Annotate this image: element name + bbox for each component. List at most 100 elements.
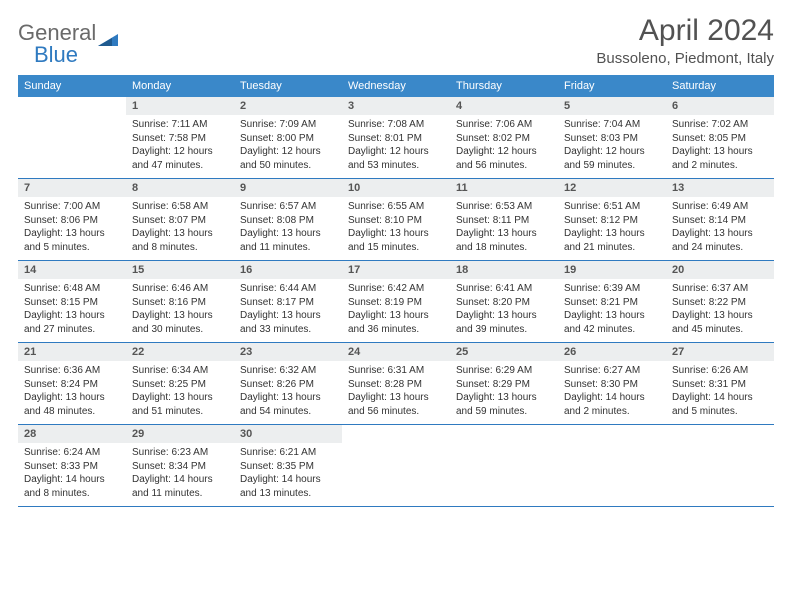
day-content: Sunrise: 7:02 AMSunset: 8:05 PMDaylight:… <box>666 115 774 178</box>
day-cell: 11Sunrise: 6:53 AMSunset: 8:11 PMDayligh… <box>450 179 558 261</box>
day-number: 8 <box>126 179 234 197</box>
day-content: Sunrise: 6:39 AMSunset: 8:21 PMDaylight:… <box>558 279 666 342</box>
day-content: Sunrise: 6:49 AMSunset: 8:14 PMDaylight:… <box>666 197 774 260</box>
calendar-row: 7Sunrise: 7:00 AMSunset: 8:06 PMDaylight… <box>18 179 774 261</box>
daylight-line: Daylight: 13 hours and 21 minutes. <box>564 227 660 254</box>
day-cell: 18Sunrise: 6:41 AMSunset: 8:20 PMDayligh… <box>450 261 558 343</box>
day-cell: 19Sunrise: 6:39 AMSunset: 8:21 PMDayligh… <box>558 261 666 343</box>
sunrise-line: Sunrise: 7:02 AM <box>672 118 768 132</box>
daylight-line: Daylight: 13 hours and 42 minutes. <box>564 309 660 336</box>
daylight-line: Daylight: 13 hours and 2 minutes. <box>672 145 768 172</box>
sunset-line: Sunset: 8:21 PM <box>564 296 660 310</box>
daylight-line: Daylight: 13 hours and 59 minutes. <box>456 391 552 418</box>
header: General April 2024 Bussoleno, Piedmont, … <box>18 14 774 67</box>
sunset-line: Sunset: 8:20 PM <box>456 296 552 310</box>
day-content: Sunrise: 7:11 AMSunset: 7:58 PMDaylight:… <box>126 115 234 178</box>
sunrise-line: Sunrise: 6:37 AM <box>672 282 768 296</box>
sunrise-line: Sunrise: 7:06 AM <box>456 118 552 132</box>
day-number: 5 <box>558 97 666 115</box>
day-content: Sunrise: 6:57 AMSunset: 8:08 PMDaylight:… <box>234 197 342 260</box>
day-cell: 8Sunrise: 6:58 AMSunset: 8:07 PMDaylight… <box>126 179 234 261</box>
sunrise-line: Sunrise: 6:57 AM <box>240 200 336 214</box>
day-cell: 23Sunrise: 6:32 AMSunset: 8:26 PMDayligh… <box>234 343 342 425</box>
sunrise-line: Sunrise: 6:32 AM <box>240 364 336 378</box>
sunrise-line: Sunrise: 7:08 AM <box>348 118 444 132</box>
daylight-line: Daylight: 13 hours and 24 minutes. <box>672 227 768 254</box>
day-cell: 10Sunrise: 6:55 AMSunset: 8:10 PMDayligh… <box>342 179 450 261</box>
day-number: 15 <box>126 261 234 279</box>
sunrise-line: Sunrise: 6:27 AM <box>564 364 660 378</box>
sunrise-line: Sunrise: 6:49 AM <box>672 200 768 214</box>
day-number: 16 <box>234 261 342 279</box>
day-content: Sunrise: 6:29 AMSunset: 8:29 PMDaylight:… <box>450 361 558 424</box>
day-number: 27 <box>666 343 774 361</box>
day-number: 19 <box>558 261 666 279</box>
daylight-line: Daylight: 12 hours and 50 minutes. <box>240 145 336 172</box>
day-number: 25 <box>450 343 558 361</box>
day-cell: 16Sunrise: 6:44 AMSunset: 8:17 PMDayligh… <box>234 261 342 343</box>
day-cell: 20Sunrise: 6:37 AMSunset: 8:22 PMDayligh… <box>666 261 774 343</box>
sunrise-line: Sunrise: 7:00 AM <box>24 200 120 214</box>
day-cell: 17Sunrise: 6:42 AMSunset: 8:19 PMDayligh… <box>342 261 450 343</box>
day-cell: 25Sunrise: 6:29 AMSunset: 8:29 PMDayligh… <box>450 343 558 425</box>
daylight-line: Daylight: 14 hours and 8 minutes. <box>24 473 120 500</box>
sunset-line: Sunset: 8:22 PM <box>672 296 768 310</box>
sunset-line: Sunset: 8:28 PM <box>348 378 444 392</box>
sunrise-line: Sunrise: 6:23 AM <box>132 446 228 460</box>
day-content: Sunrise: 7:04 AMSunset: 8:03 PMDaylight:… <box>558 115 666 178</box>
sunset-line: Sunset: 8:05 PM <box>672 132 768 146</box>
day-cell: 9Sunrise: 6:57 AMSunset: 8:08 PMDaylight… <box>234 179 342 261</box>
month-title: April 2024 <box>596 14 774 48</box>
day-cell: 12Sunrise: 6:51 AMSunset: 8:12 PMDayligh… <box>558 179 666 261</box>
day-cell: 3Sunrise: 7:08 AMSunset: 8:01 PMDaylight… <box>342 97 450 179</box>
title-block: April 2024 Bussoleno, Piedmont, Italy <box>596 14 774 67</box>
sunrise-line: Sunrise: 6:41 AM <box>456 282 552 296</box>
day-number: 6 <box>666 97 774 115</box>
daylight-line: Daylight: 13 hours and 30 minutes. <box>132 309 228 336</box>
day-cell: 29Sunrise: 6:23 AMSunset: 8:34 PMDayligh… <box>126 425 234 507</box>
sunset-line: Sunset: 8:33 PM <box>24 460 120 474</box>
day-cell: 30Sunrise: 6:21 AMSunset: 8:35 PMDayligh… <box>234 425 342 507</box>
sunset-line: Sunset: 8:15 PM <box>24 296 120 310</box>
sunset-line: Sunset: 8:25 PM <box>132 378 228 392</box>
daylight-line: Daylight: 14 hours and 13 minutes. <box>240 473 336 500</box>
daylight-line: Daylight: 13 hours and 11 minutes. <box>240 227 336 254</box>
calendar-row: 28Sunrise: 6:24 AMSunset: 8:33 PMDayligh… <box>18 425 774 507</box>
calendar-row: 21Sunrise: 6:36 AMSunset: 8:24 PMDayligh… <box>18 343 774 425</box>
day-cell: 27Sunrise: 6:26 AMSunset: 8:31 PMDayligh… <box>666 343 774 425</box>
calendar-table: Sunday Monday Tuesday Wednesday Thursday… <box>18 75 774 507</box>
day-cell: 26Sunrise: 6:27 AMSunset: 8:30 PMDayligh… <box>558 343 666 425</box>
sunset-line: Sunset: 8:11 PM <box>456 214 552 228</box>
daylight-line: Daylight: 12 hours and 56 minutes. <box>456 145 552 172</box>
daylight-line: Daylight: 13 hours and 51 minutes. <box>132 391 228 418</box>
sunset-line: Sunset: 8:01 PM <box>348 132 444 146</box>
day-cell <box>450 425 558 507</box>
weekday-friday: Friday <box>558 75 666 97</box>
day-content: Sunrise: 6:41 AMSunset: 8:20 PMDaylight:… <box>450 279 558 342</box>
day-cell <box>666 425 774 507</box>
day-content: Sunrise: 6:36 AMSunset: 8:24 PMDaylight:… <box>18 361 126 424</box>
day-cell: 2Sunrise: 7:09 AMSunset: 8:00 PMDaylight… <box>234 97 342 179</box>
sunset-line: Sunset: 8:29 PM <box>456 378 552 392</box>
sunset-line: Sunset: 8:00 PM <box>240 132 336 146</box>
sunset-line: Sunset: 8:07 PM <box>132 214 228 228</box>
day-cell: 5Sunrise: 7:04 AMSunset: 8:03 PMDaylight… <box>558 97 666 179</box>
day-content: Sunrise: 6:34 AMSunset: 8:25 PMDaylight:… <box>126 361 234 424</box>
sunset-line: Sunset: 8:16 PM <box>132 296 228 310</box>
weekday-header-row: Sunday Monday Tuesday Wednesday Thursday… <box>18 75 774 97</box>
daylight-line: Daylight: 14 hours and 11 minutes. <box>132 473 228 500</box>
day-number: 2 <box>234 97 342 115</box>
day-content: Sunrise: 6:27 AMSunset: 8:30 PMDaylight:… <box>558 361 666 424</box>
day-number: 1 <box>126 97 234 115</box>
day-number: 7 <box>18 179 126 197</box>
day-cell: 1Sunrise: 7:11 AMSunset: 7:58 PMDaylight… <box>126 97 234 179</box>
sunrise-line: Sunrise: 6:26 AM <box>672 364 768 378</box>
sunrise-line: Sunrise: 7:04 AM <box>564 118 660 132</box>
day-number: 12 <box>558 179 666 197</box>
day-cell <box>342 425 450 507</box>
day-number: 4 <box>450 97 558 115</box>
day-content: Sunrise: 6:24 AMSunset: 8:33 PMDaylight:… <box>18 443 126 506</box>
day-content: Sunrise: 6:26 AMSunset: 8:31 PMDaylight:… <box>666 361 774 424</box>
day-number: 21 <box>18 343 126 361</box>
day-content: Sunrise: 6:48 AMSunset: 8:15 PMDaylight:… <box>18 279 126 342</box>
